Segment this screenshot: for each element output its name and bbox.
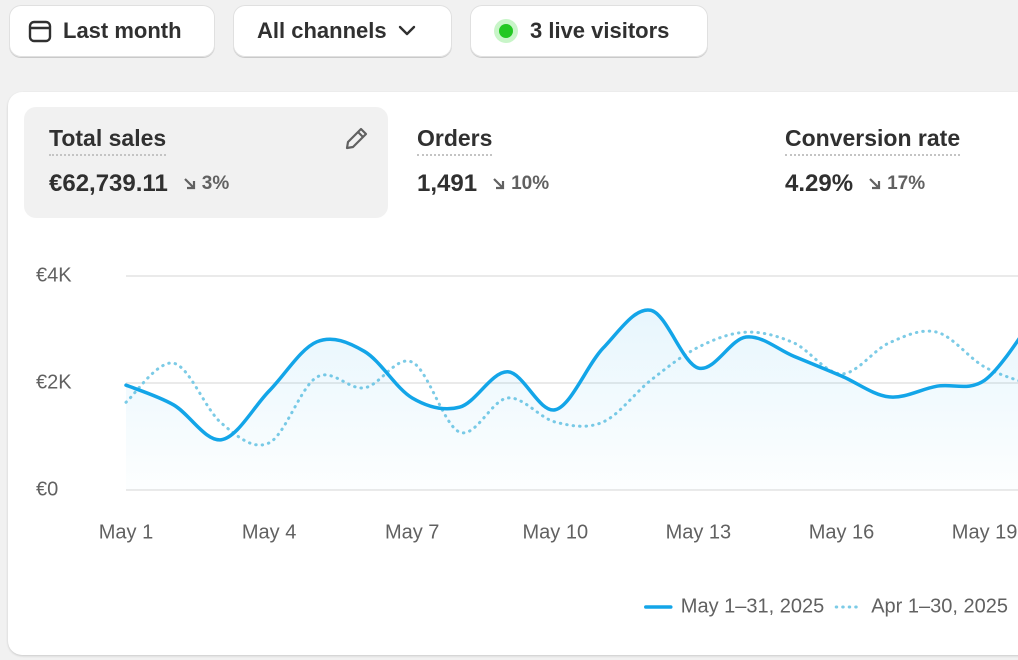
channel-label: All channels <box>257 18 387 43</box>
metric-tile[interactable]: Conversion rate 4.29% 17% <box>760 107 1018 218</box>
calendar-icon <box>28 20 52 43</box>
metric-tile[interactable]: Total sales €62,739.11 3% <box>24 107 388 218</box>
x-tick-label: May 16 <box>809 521 875 543</box>
metric-change: 3% <box>201 173 230 194</box>
legend-label: May 1–31, 2025 <box>681 595 824 617</box>
metric-tile[interactable]: Orders 1,491 10% <box>392 107 756 218</box>
date-label: Last month <box>63 18 182 43</box>
metric-label: Total sales <box>49 125 167 156</box>
chart: €0 €2K €4K May 1 May 4 May 7 May 10 May 13 May 1… <box>36 264 1018 617</box>
metric-label: Orders <box>417 125 493 156</box>
down-arrow <box>493 178 505 190</box>
chevron-icon <box>398 25 415 36</box>
metric-change: 17% <box>887 173 926 194</box>
x-tick-label: May 4 <box>242 521 296 543</box>
legend-label: Apr 1–30, 2025 <box>871 595 1008 617</box>
x-tick-label: May 7 <box>385 521 439 543</box>
x-tick-label: May 13 <box>666 521 732 543</box>
metric-value: €62,739.11 <box>49 170 168 197</box>
edit-icon[interactable] <box>342 125 370 153</box>
date-button[interactable]: Last month <box>9 5 215 57</box>
live-dot <box>494 19 518 43</box>
down-arrow <box>184 178 195 190</box>
metric-value: 4.29% <box>785 170 854 197</box>
channel-button[interactable]: All channels <box>233 5 452 57</box>
live-visitors-label: 3 live visitors <box>530 18 670 43</box>
metric-change: 10% <box>511 173 550 194</box>
metric-label: Conversion rate <box>785 125 961 156</box>
series-area <box>126 310 1018 490</box>
x-tick-label: May 10 <box>523 521 589 543</box>
down-arrow <box>869 178 881 190</box>
y-tick-label: €0 <box>36 478 58 500</box>
series-line <box>124 308 1018 442</box>
x-tick-label: May 1 <box>99 521 153 543</box>
x-tick-label: May 19 <box>952 521 1018 543</box>
live-visitors-button[interactable]: 3 live visitors <box>470 5 708 57</box>
y-tick-label: €4K <box>36 264 72 286</box>
y-tick-label: €2K <box>36 371 72 393</box>
metric-value: 1,491 <box>417 170 478 197</box>
